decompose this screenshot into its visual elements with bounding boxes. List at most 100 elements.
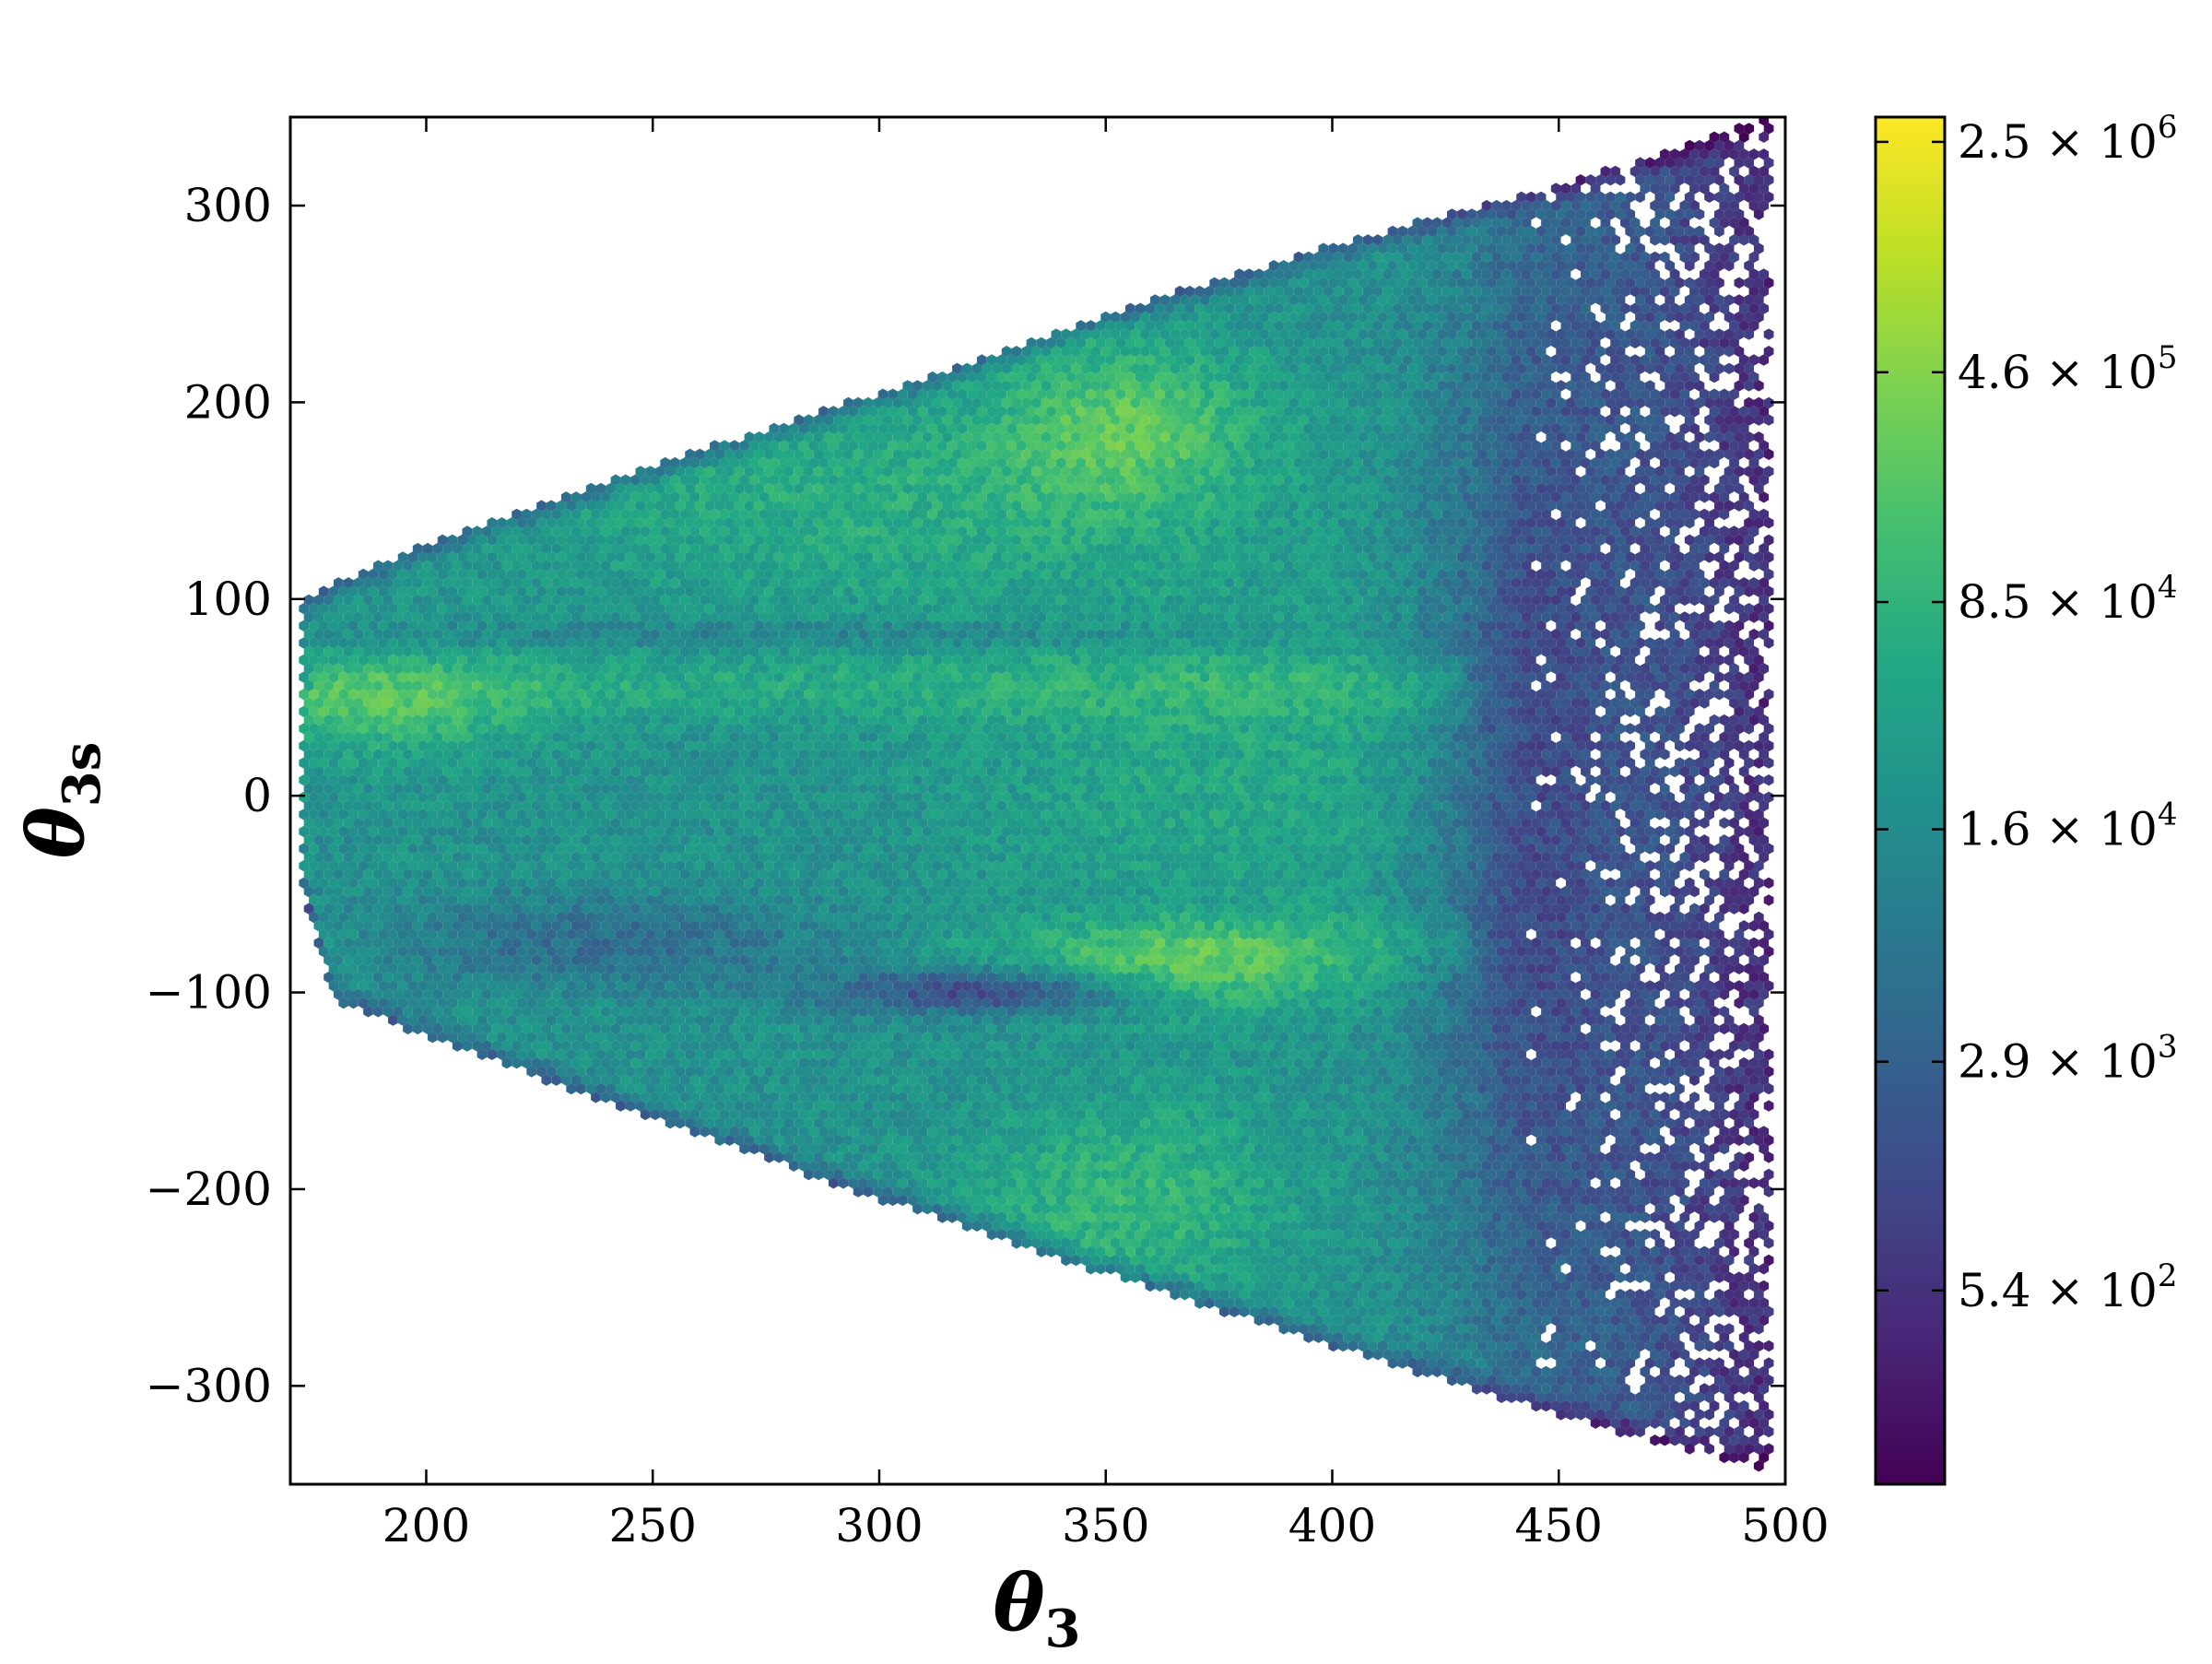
hexbin-cell xyxy=(1556,242,1566,254)
hexbin-cell xyxy=(1759,183,1770,195)
hexbin-cell xyxy=(1675,157,1685,169)
hexbin-cell xyxy=(1556,260,1566,272)
hexbin-cell xyxy=(1303,251,1314,264)
hexbin-cell xyxy=(1600,217,1611,229)
hexbin-cell xyxy=(1600,234,1611,246)
hexbin-cell xyxy=(1654,174,1665,186)
hexbin-cell xyxy=(1422,217,1432,229)
hexbin-cell xyxy=(1571,199,1582,212)
hexbin-cell xyxy=(1496,208,1507,220)
hexbin-cell xyxy=(1595,174,1606,186)
hexbin-cell xyxy=(1546,242,1557,254)
hexbin-cell xyxy=(1605,225,1616,238)
hexbin-cell xyxy=(1491,199,1502,212)
hexbin-cell xyxy=(1635,191,1645,203)
hexbin-cell xyxy=(1625,208,1636,220)
hexbin-cell xyxy=(1571,251,1582,264)
hexbin-cell xyxy=(1585,191,1596,203)
hexbin-cell xyxy=(1585,174,1596,186)
hexbin-cell xyxy=(1659,199,1670,212)
hexbin-cell xyxy=(1675,225,1685,238)
hexbin-cell xyxy=(1575,208,1586,220)
hexbin-cell xyxy=(1724,139,1735,152)
hexbin-cell xyxy=(1560,251,1571,264)
hexbin-cell xyxy=(1654,225,1665,238)
hexbin-cell xyxy=(1753,208,1764,220)
hexbin-cell xyxy=(1501,217,1512,229)
hexbin-cell xyxy=(1753,191,1764,203)
hexbin-cell xyxy=(1506,208,1517,220)
hexbin-cell xyxy=(1308,260,1319,272)
hexbin-cell xyxy=(1665,208,1676,220)
hexbin-cell xyxy=(1595,208,1606,220)
hexbin-cell xyxy=(1353,234,1363,246)
hexbin-cell xyxy=(1679,251,1690,264)
hexbin-cell xyxy=(1441,217,1453,229)
hexbin-cell xyxy=(1477,208,1488,220)
hexbin-cell xyxy=(1278,260,1289,272)
hexbin-cell xyxy=(1397,225,1408,238)
hexbin-cell xyxy=(1669,217,1680,229)
hexbin-cell xyxy=(1738,217,1749,229)
hexbin-cell xyxy=(1714,191,1724,203)
hexbin-cell xyxy=(1600,199,1611,212)
hexbin-cell xyxy=(1620,217,1630,229)
hexbin-cell xyxy=(1431,217,1442,229)
hexbin-cell xyxy=(1595,191,1606,203)
hexbin-cell xyxy=(1694,139,1705,152)
hexbin-cell xyxy=(1729,199,1739,212)
hexbin-cell xyxy=(1531,199,1542,212)
hexbin-cell xyxy=(1684,225,1695,238)
hexbin-cell xyxy=(1318,260,1329,272)
hexbin-cell xyxy=(1546,208,1557,220)
hexbin-cell xyxy=(1590,234,1601,246)
hexbin-cell xyxy=(1625,191,1636,203)
hexbin-cell xyxy=(1659,251,1670,264)
hexbin-cell xyxy=(1659,148,1670,160)
hexbin-cell xyxy=(1694,174,1705,186)
hexbin-cell xyxy=(1679,234,1690,246)
hexbin-cell xyxy=(1565,208,1576,220)
hexbin-cell xyxy=(1387,242,1398,254)
hexbin-cell xyxy=(1684,174,1695,186)
hexbin-cell xyxy=(1452,217,1463,229)
hexbin-cell xyxy=(1763,123,1774,135)
hexbin-cell xyxy=(1659,183,1670,195)
hexbin-cell xyxy=(1525,225,1536,238)
hexbin-cell xyxy=(1590,199,1601,212)
hexbin-cell xyxy=(1407,260,1418,272)
hexbin-cell xyxy=(1714,174,1724,186)
hexbin-cell xyxy=(1466,242,1477,254)
hexbin-cell xyxy=(1556,208,1566,220)
hexbin-cell xyxy=(1525,242,1536,254)
hexbin-cell xyxy=(1431,251,1442,264)
hexbin-cell xyxy=(1753,242,1764,254)
hexbin-cell xyxy=(1437,225,1448,238)
hexbin-cell xyxy=(1377,260,1388,272)
hexbin-cell xyxy=(1560,199,1571,212)
hexbin-cell xyxy=(1734,225,1745,238)
hexbin-cell xyxy=(1412,234,1423,246)
hexbin-cell xyxy=(1368,242,1378,254)
hexbin-cell xyxy=(1427,225,1438,238)
hexbin-cell xyxy=(1610,199,1620,212)
hexbin-cell xyxy=(1640,183,1651,195)
hexbin-cell xyxy=(1516,242,1526,254)
hexbin-cell xyxy=(1571,183,1582,195)
hexbin-cell xyxy=(1734,174,1745,186)
hexbin-cell xyxy=(1669,165,1680,178)
hexbin-cell xyxy=(1590,183,1601,195)
hexbin-cell xyxy=(1684,157,1695,169)
hexbin-cell xyxy=(1511,251,1522,264)
hexbin-cell xyxy=(1759,131,1770,143)
hexbin-cell xyxy=(1487,225,1497,238)
hexbin-cell xyxy=(1644,260,1655,272)
hexbin-cell xyxy=(1665,260,1676,272)
hexbin-cell xyxy=(1679,199,1690,212)
hexbin-cell xyxy=(1605,242,1616,254)
hexbin-cell xyxy=(1575,225,1586,238)
hexbin-cell xyxy=(1525,191,1536,203)
hexbin-cell xyxy=(1665,157,1676,169)
hexbin-cell xyxy=(1675,174,1685,186)
